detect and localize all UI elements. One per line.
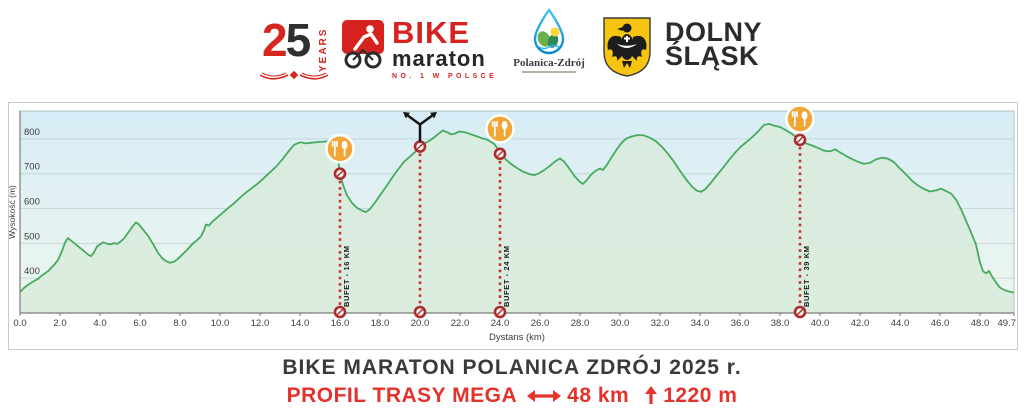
polanica-zdroj-logo: Polanica-Zdrój [505,8,593,73]
elevation-line [19,123,1015,294]
x-axis-title: Dystans (km) [489,332,545,343]
anniversary-25-logo: 25 YEARS [259,14,342,84]
y-tick-labels: 400 500 600 700 800 [24,127,40,277]
svg-text:34.0: 34.0 [691,318,710,329]
polanica-zdroj-label: Polanica-Zdrój [513,57,585,69]
x-tick-labels: 0.0 2.0 4.0 6.0 8.0 10.0 12.0 14.0 16.0 18.0 20.0 2… [13,313,1016,329]
silesian-eagle-shield-icon [603,17,651,77]
svg-text:48.0: 48.0 [971,318,990,329]
route-distance-value: 48 km [567,384,630,407]
svg-text:12.0: 12.0 [251,318,270,329]
elevation-profile-chart: 400 500 600 700 800 0.0 2.0 4.0 6.0 8.0 10.0 12.0 14… [8,102,1018,350]
route-profile-label: PROFIL TRASY MEGA [286,384,518,407]
buffet-marker-39km: BUFET - 39 KM [785,104,815,319]
buffet-marker-16km: BUFET - 16 KM [325,133,355,319]
route-elevation-gain-value: 1220 m [663,384,738,407]
svg-text:800: 800 [24,127,40,138]
logo-header: 25 YEARS BIKE maraton NO. [0,0,1024,100]
svg-text:36.0: 36.0 [731,318,750,329]
svg-text:26.0: 26.0 [531,318,550,329]
svg-text:28.0: 28.0 [571,318,590,329]
bike-maraton-logo: BIKE maraton NO. 1 W POLSCE [340,15,498,88]
svg-text:20.0: 20.0 [411,318,430,329]
svg-text:22.0: 22.0 [451,318,470,329]
junction-arrows-icon [403,112,437,142]
route-profile-summary: PROFIL TRASY MEGA 48 km 1220 m [0,384,1024,408]
dolny-slask-label-line1: DOLNY [665,17,762,47]
cyclist-icon [342,20,384,69]
y-axis-title: Wysokość (m) [9,185,17,239]
polanica-divider [522,71,576,73]
elevation-area [20,123,1014,314]
distance-arrow-icon [527,390,562,402]
buffet-icon [485,114,515,144]
svg-text:2.0: 2.0 [53,318,66,329]
svg-text:8.0: 8.0 [173,318,186,329]
junction-marker-20km [403,112,437,319]
svg-text:500: 500 [24,231,40,242]
buffet-icon [785,104,815,134]
svg-text:42.0: 42.0 [851,318,870,329]
svg-text:49.7: 49.7 [998,318,1017,329]
dolny-slask-label-line2: ŚLĄSK [665,41,760,71]
svg-text:16.0: 16.0 [331,318,350,329]
svg-text:18.0: 18.0 [371,318,390,329]
bike-logo-subtitle: maraton [392,46,486,71]
buffet-label: BUFET - 24 KM [502,245,511,307]
svg-text:14.0: 14.0 [291,318,310,329]
svg-text:44.0: 44.0 [891,318,910,329]
elevation-chart-canvas: 400 500 600 700 800 0.0 2.0 4.0 6.0 8.0 10.0 12.0 14… [9,104,1016,343]
svg-text:24.0: 24.0 [491,318,510,329]
anniversary-years-label: YEARS [318,27,329,72]
bike-logo-title: BIKE [392,15,471,50]
svg-text:700: 700 [24,162,40,173]
svg-text:4.0: 4.0 [93,318,106,329]
svg-text:32.0: 32.0 [651,318,670,329]
laurel-flourish-icon [259,70,329,80]
buffet-icon [325,133,355,164]
water-drop-icon [533,8,565,55]
anniversary-number: 25 [262,14,311,66]
buffet-label: BUFET - 16 KM [342,245,351,307]
dolny-slask-logo: DOLNY ŚLĄSK [601,16,762,78]
buffet-label: BUFET - 39 KM [802,245,811,307]
svg-text:46.0: 46.0 [931,318,950,329]
svg-text:400: 400 [24,266,40,277]
svg-text:30.0: 30.0 [611,318,630,329]
svg-text:600: 600 [24,197,40,208]
svg-text:10.0: 10.0 [211,318,230,329]
svg-text:38.0: 38.0 [771,318,790,329]
event-title: BIKE MARATON POLANICA ZDRÓJ 2025 r. [282,356,742,379]
buffet-marker-24km: BUFET - 24 KM [485,114,515,319]
svg-text:6.0: 6.0 [133,318,146,329]
bike-logo-tagline: NO. 1 W POLSCE [392,73,498,80]
elevation-arrow-icon [645,386,658,404]
svg-text:40.0: 40.0 [811,318,830,329]
svg-text:0.0: 0.0 [13,318,26,329]
